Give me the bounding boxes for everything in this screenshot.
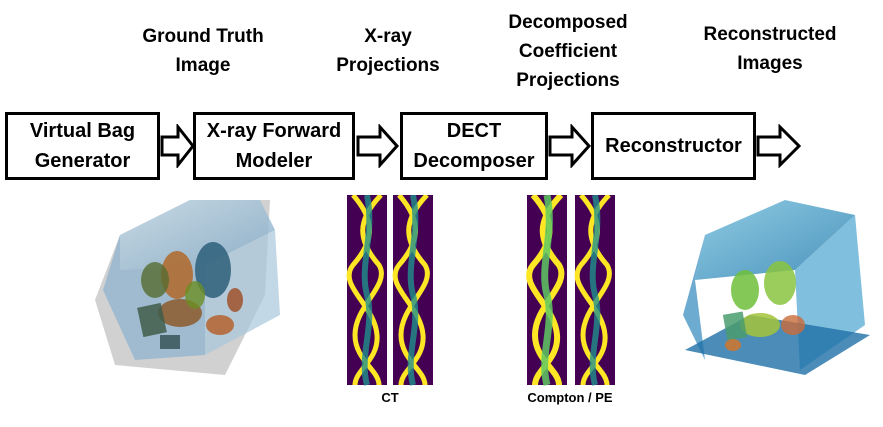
ct-caption: CT — [381, 390, 399, 405]
reconstructor-box: Reconstructor — [591, 112, 756, 180]
label-decomposed-projections: Decomposed Coefficient Projections — [508, 12, 628, 91]
label-xray-projections: X-ray Projections — [336, 26, 440, 76]
compton-pe-sinogram-plot — [526, 195, 615, 386]
ct-sinogram-plot — [346, 195, 433, 386]
compton-pe-caption: Compton / PE — [527, 390, 613, 405]
arrow-right-icon — [548, 124, 592, 168]
dect-decomposer-box: DECT Decomposer — [400, 112, 548, 180]
arrow-right-icon — [160, 124, 195, 168]
xray-forward-modeler-box: X-ray Forward Modeler — [193, 112, 355, 180]
arrow-right-icon — [756, 124, 802, 168]
reconstructed-bag-render — [683, 200, 870, 375]
virtual-bag-render — [95, 200, 280, 375]
arrow-right-icon — [356, 124, 400, 168]
label-reconstructed-images: Reconstructed Images — [703, 24, 837, 74]
label-ground-truth-image: Ground Truth Image — [142, 26, 264, 76]
virtual-bag-generator-box: Virtual Bag Generator — [5, 112, 160, 180]
